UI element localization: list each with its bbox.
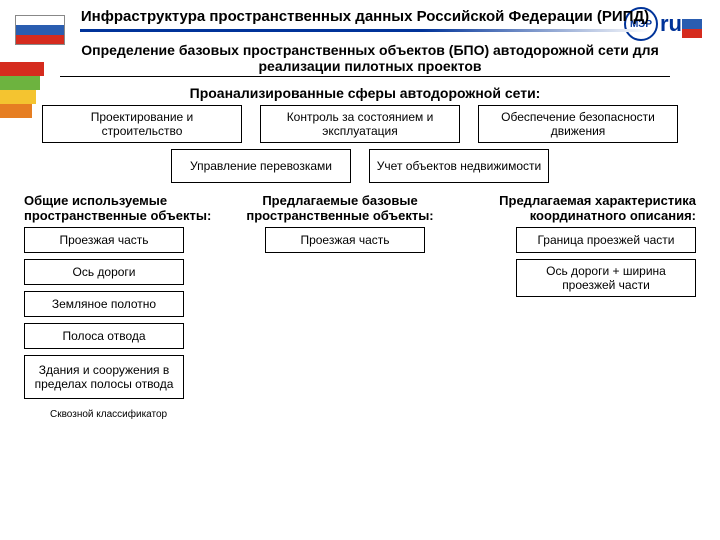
object-box: Полоса отвода — [24, 323, 184, 349]
object-box: Ось дороги — [24, 259, 184, 285]
spheres-row-2: Управление перевозками Учет объектов нед… — [0, 149, 720, 183]
sphere-box: Контроль за состоянием и эксплуатация — [260, 105, 460, 143]
column-2: Проезжая часть — [214, 227, 476, 253]
column-heading: Предлагаемая характеристика координатног… — [466, 193, 696, 223]
page-title: Инфраструктура пространственных данных Р… — [80, 8, 650, 25]
column-3: Граница проезжей части Ось дороги + шири… — [496, 227, 696, 297]
decorative-tabs — [0, 62, 44, 118]
column-1: Проезжая часть Ось дороги Земляное полот… — [24, 227, 194, 399]
object-box: Земляное полотно — [24, 291, 184, 317]
sub-header: Определение базовых пространственных объ… — [0, 36, 720, 76]
header-underline — [80, 29, 650, 32]
object-box: Проезжая часть — [24, 227, 184, 253]
object-box: Ось дороги + ширина проезжей части — [516, 259, 696, 297]
object-box: Проезжая часть — [265, 227, 425, 253]
header: Инфраструктура пространственных данных Р… — [0, 0, 720, 36]
column-heading: Предлагаемые базовые пространственные об… — [222, 193, 458, 223]
spheres-row-1: Проектирование и строительство Контроль … — [0, 105, 720, 143]
columns-body: Проезжая часть Ось дороги Земляное полот… — [0, 227, 720, 399]
sphere-box: Управление перевозками — [171, 149, 351, 183]
footnote: Сквозной классификатор — [0, 399, 720, 420]
column-heading: Общие используемые пространственные объе… — [24, 193, 214, 223]
object-box: Здания и сооружения в пределах полосы от… — [24, 355, 184, 399]
sphere-box: Обеспечение безопасности движения — [478, 105, 678, 143]
sphere-box: Учет объектов недвижимости — [369, 149, 549, 183]
sub-underline — [60, 76, 670, 77]
sphere-box: Проектирование и строительство — [42, 105, 242, 143]
analyzed-title: Проанализированные сферы автодорожной се… — [0, 85, 720, 101]
object-box: Граница проезжей части — [516, 227, 696, 253]
columns-header: Общие используемые пространственные объе… — [0, 183, 720, 227]
